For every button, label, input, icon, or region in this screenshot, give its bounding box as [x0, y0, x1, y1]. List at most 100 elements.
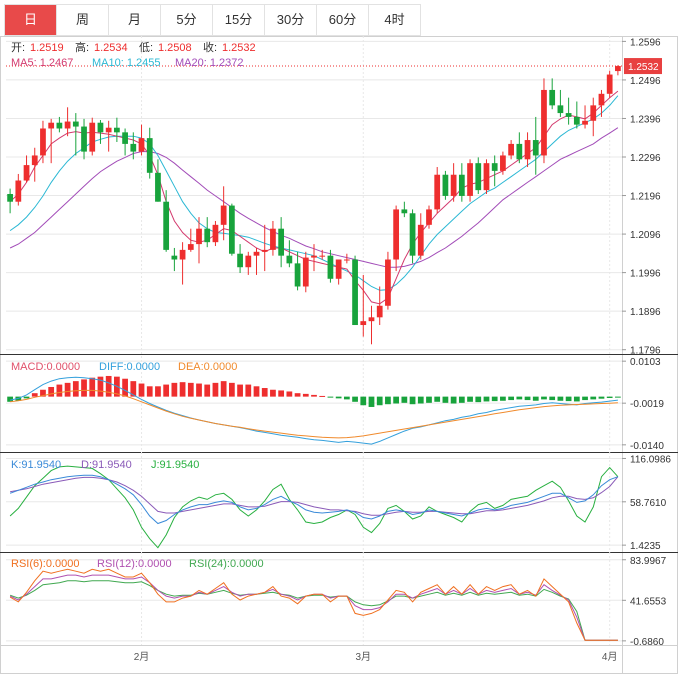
- macd-bar: [434, 396, 441, 402]
- macd-bar: [442, 396, 449, 403]
- candle-body: [302, 257, 309, 287]
- tab-6[interactable]: 60分: [317, 5, 369, 35]
- macd-bar: [557, 396, 564, 401]
- kdj-tick-label: 58.7610: [630, 498, 667, 509]
- kdj-legend-1: D:91.9540: [81, 459, 132, 471]
- macd-bar: [311, 394, 317, 397]
- tab-7[interactable]: 4时: [369, 5, 421, 35]
- macd-bar: [491, 396, 498, 402]
- candle-body: [335, 259, 342, 279]
- macd-bar: [179, 382, 186, 397]
- candle-body: [89, 122, 96, 152]
- macd-bar: [171, 382, 178, 397]
- candle-body: [532, 140, 539, 156]
- ohlc-label: 开:: [11, 42, 25, 54]
- candle-body: [81, 126, 87, 152]
- candle-body: [138, 138, 145, 152]
- candle-body: [327, 255, 334, 279]
- macd-bar: [360, 396, 367, 406]
- candle-body: [376, 305, 383, 318]
- tab-2[interactable]: 月: [109, 5, 161, 35]
- macd-bar: [524, 396, 531, 401]
- candle-body: [417, 224, 424, 256]
- tab-1[interactable]: 周: [57, 5, 109, 35]
- macd-bar: [23, 396, 30, 399]
- macd-bar: [458, 396, 465, 403]
- candle-body: [557, 105, 564, 114]
- macd-bar: [138, 383, 145, 397]
- macd-bar: [467, 396, 473, 402]
- candle-body: [187, 244, 194, 250]
- macd-bar: [64, 382, 71, 397]
- macd-bar: [7, 396, 13, 402]
- candle-body: [48, 122, 55, 129]
- candle-body: [114, 127, 120, 133]
- candle-body: [434, 174, 441, 210]
- macd-bar: [155, 386, 161, 397]
- candle-body: [286, 255, 293, 264]
- price-tick-label: 1.1896: [630, 307, 661, 318]
- macd-bar: [541, 396, 547, 400]
- macd-legend-0: MACD:0.0000: [11, 361, 80, 373]
- candle-body: [393, 209, 400, 260]
- candle-body: [31, 155, 38, 166]
- candle-body: [385, 259, 391, 306]
- macd-bar: [549, 396, 556, 401]
- tab-3[interactable]: 5分: [161, 5, 213, 35]
- candle-body: [409, 213, 416, 256]
- candle-body: [7, 194, 13, 202]
- macd-bar: [40, 389, 46, 397]
- macd-bar: [130, 381, 137, 397]
- ma-legend-2: MA20: 1.2372: [175, 57, 244, 69]
- macd-bar: [615, 396, 621, 398]
- dea-line: [10, 389, 618, 439]
- price-tick-label: 1.2596: [630, 37, 661, 48]
- macd-bar: [401, 396, 408, 403]
- macd-bar: [97, 376, 104, 397]
- macd-bar: [426, 396, 432, 403]
- macd-tick-label: -0.0140: [630, 441, 664, 452]
- x-tick-label: 2月: [134, 651, 150, 663]
- candle-body: [228, 205, 235, 254]
- candle-body: [500, 155, 506, 171]
- candle-body: [163, 201, 170, 250]
- ohlc-value: 1.2508: [158, 42, 192, 54]
- candle-body: [270, 228, 276, 250]
- candle-body: [23, 165, 30, 181]
- macd-bar: [393, 396, 400, 404]
- candle-body: [122, 132, 128, 144]
- candle-body: [483, 163, 490, 191]
- candle-body: [319, 255, 326, 257]
- candle-body: [573, 116, 580, 125]
- timeframe-tabs: 日周月 5分 15分 30分 60分 4时: [4, 4, 421, 36]
- kdj-tick-label: 1.4235: [630, 541, 661, 552]
- macd-bar: [187, 382, 194, 397]
- tab-4[interactable]: 15分: [213, 5, 265, 35]
- tab-5[interactable]: 30分: [265, 5, 317, 35]
- price-tick-label: 1.2496: [630, 76, 661, 87]
- macd-bar: [245, 384, 252, 397]
- candle-body: [606, 74, 613, 94]
- ohlc-label: 收:: [203, 40, 217, 54]
- macd-bar: [237, 384, 243, 397]
- candle-body: [97, 122, 104, 133]
- candle-body: [179, 249, 186, 260]
- price-tick-label: 1.1996: [630, 269, 661, 280]
- candle-body: [130, 143, 137, 152]
- ohlc-value: 1.2519: [30, 42, 64, 54]
- candle-body: [15, 180, 22, 202]
- macd-legend-1: DIFF:0.0000: [99, 361, 160, 373]
- macd-bar: [343, 396, 350, 400]
- kdj-legend-2: J:91.9540: [151, 459, 199, 471]
- macd-bar: [573, 396, 580, 402]
- macd-bar: [516, 396, 523, 400]
- candle-body: [508, 143, 514, 156]
- rsi-legend-1: RSI(12):0.0000: [97, 558, 172, 570]
- macd-bar: [253, 386, 260, 397]
- candle-body: [598, 93, 605, 106]
- ohlc-label: 低:: [139, 41, 153, 54]
- tab-0[interactable]: 日: [5, 5, 57, 35]
- last-price-tag: [624, 58, 662, 75]
- macd-bar: [196, 383, 202, 397]
